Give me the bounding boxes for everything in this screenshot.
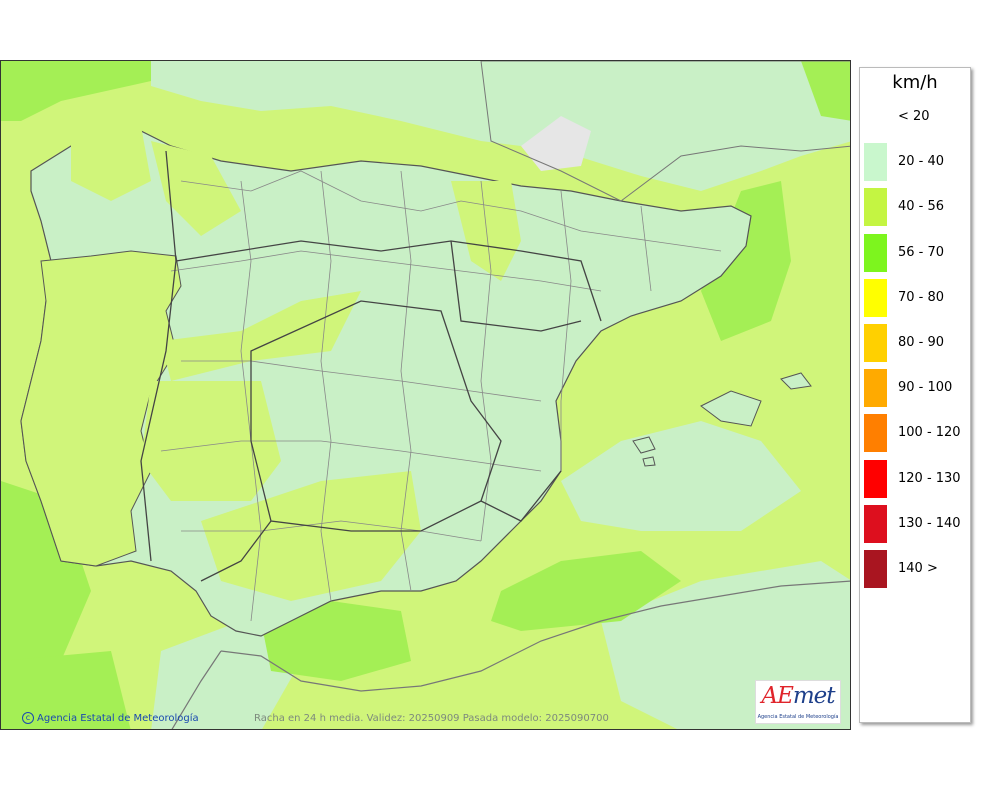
- legend-swatch: [864, 98, 887, 136]
- gulf-lion-strong-zone: [701, 181, 791, 341]
- legend-swatch: [864, 233, 887, 272]
- legend-item: < 20: [864, 98, 968, 136]
- legend-label: 90 - 100: [898, 380, 953, 396]
- ne-strong-zone: [801, 61, 850, 121]
- copyright-text: Agencia Estatal de Meteorología: [37, 713, 199, 724]
- legend-item: 56 - 70: [864, 233, 968, 272]
- legend-unit: km/h: [892, 72, 938, 93]
- ibiza: [632, 436, 656, 454]
- legend-label: 40 - 56: [898, 199, 945, 215]
- legend-swatch: [864, 459, 887, 498]
- province-borders: [160, 170, 722, 622]
- legend-label: 80 - 90: [898, 335, 945, 350]
- legend-label: 100 - 120: [898, 425, 961, 441]
- france-coast: [480, 61, 850, 202]
- morocco-atlantic-coast: [171, 650, 222, 729]
- legend-item: 120 - 130: [864, 459, 968, 498]
- legend-item: 100 - 120: [864, 414, 968, 453]
- map-caption: Racha en 24 h media. Validez: 20250909 P…: [254, 713, 609, 724]
- legend-label: < 20: [898, 109, 930, 124]
- legend-label: 70 - 80: [898, 289, 945, 305]
- mallorca: [700, 390, 762, 427]
- legend-swatch: [864, 369, 887, 408]
- north-sea-zone: [151, 61, 850, 191]
- legend-swatch: [864, 143, 887, 182]
- legend-label: 130 - 140: [898, 515, 961, 531]
- formentera: [642, 456, 656, 467]
- legend-item: 40 - 56: [864, 188, 968, 227]
- central-band: [161, 291, 361, 381]
- alboran-east-strong-zone: [491, 551, 681, 631]
- galicia-zone: [71, 126, 151, 201]
- nw-strong-zone: [1, 61, 151, 121]
- legend-item: 130 - 140: [864, 504, 968, 543]
- legend-swatch: [864, 324, 887, 362]
- wind-gust-map: [0, 60, 851, 730]
- aemet-logo-subtitle: Agencia Estatal de Meteorología: [757, 714, 839, 720]
- alboran-strong-zone: [261, 601, 411, 681]
- legend-swatch: [864, 504, 887, 543]
- aemet-logo-word: AEmet: [761, 683, 835, 709]
- east-sea-light-zone: [561, 421, 801, 531]
- legend-swatch: [864, 414, 887, 453]
- legend-label: 20 - 40: [898, 154, 945, 170]
- legend-item: 20 - 40: [864, 143, 968, 182]
- extremadura-zone: [141, 381, 281, 501]
- africa-coast: [220, 580, 850, 692]
- legend-item: 80 - 90: [864, 324, 968, 362]
- copyright-icon: c: [22, 712, 34, 724]
- legend-label: 56 - 70: [898, 244, 945, 260]
- aemet-logo: AEmet Agencia Estatal de Meteorología: [755, 680, 841, 724]
- cantabria-zone: [151, 141, 241, 236]
- sw-strong-zone: [1, 651, 131, 729]
- ebro-zone: [451, 181, 521, 281]
- no-data-patch: [521, 116, 591, 171]
- map-svg: [1, 61, 850, 729]
- andalucia-zone: [201, 471, 421, 601]
- legend-label: 140 >: [898, 561, 938, 576]
- legend-swatch: [864, 188, 887, 227]
- legend-panel: km/h < 20 20 - 40 40 - 56 56 - 70 70 - 80 80 …: [859, 67, 971, 723]
- legend-swatch: [864, 550, 887, 588]
- legend-item: 90 - 100: [864, 369, 968, 408]
- region-borders: [140, 150, 602, 582]
- legend-label: 120 - 130: [898, 470, 961, 486]
- legend-swatch: [864, 278, 887, 317]
- legend-item: 140 >: [864, 550, 968, 588]
- menorca: [780, 372, 812, 390]
- portugal: [20, 250, 182, 567]
- legend-item: 70 - 80: [864, 278, 968, 317]
- copyright-label: c Agencia Estatal de Meteorología: [22, 712, 199, 724]
